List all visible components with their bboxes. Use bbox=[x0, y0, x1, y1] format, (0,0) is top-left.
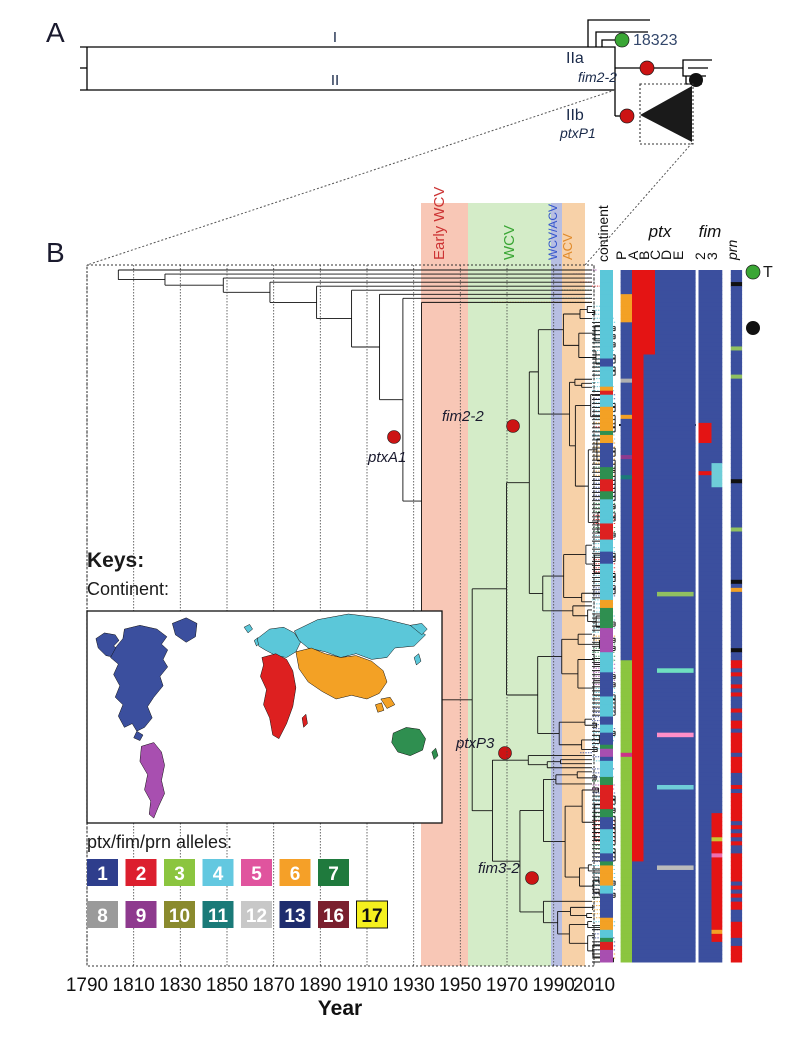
svg-text:1790: 1790 bbox=[66, 975, 108, 996]
svg-text:IIb: IIb bbox=[566, 107, 584, 124]
svg-text:1950: 1950 bbox=[439, 975, 481, 996]
svg-text:1830: 1830 bbox=[159, 975, 201, 996]
svg-text:II: II bbox=[331, 72, 339, 89]
svg-text:3: 3 bbox=[704, 252, 720, 260]
svg-text:ptxP3: ptxP3 bbox=[455, 735, 495, 752]
svg-text:1850: 1850 bbox=[206, 975, 248, 996]
svg-text:fim3-2: fim3-2 bbox=[478, 860, 520, 877]
svg-text:10: 10 bbox=[169, 906, 190, 927]
svg-text:1810: 1810 bbox=[113, 975, 155, 996]
svg-text:9: 9 bbox=[136, 906, 147, 927]
svg-text:7: 7 bbox=[328, 864, 339, 885]
svg-text:Year: Year bbox=[318, 997, 362, 1020]
svg-text:Keys:: Keys: bbox=[87, 549, 144, 572]
svg-text:WCV: WCV bbox=[501, 225, 518, 260]
svg-text:17: 17 bbox=[361, 906, 382, 927]
svg-text:11: 11 bbox=[208, 906, 229, 927]
svg-text:T: T bbox=[763, 264, 773, 281]
svg-text:prn: prn bbox=[724, 240, 740, 261]
svg-text:Early WCV: Early WCV bbox=[431, 187, 448, 260]
svg-text:fim: fim bbox=[699, 222, 722, 241]
svg-text:fim2-2: fim2-2 bbox=[578, 69, 617, 85]
svg-text:ptxA1: ptxA1 bbox=[367, 449, 406, 466]
svg-text:1990: 1990 bbox=[533, 975, 575, 996]
svg-text:fim2-2: fim2-2 bbox=[442, 408, 484, 425]
svg-text:13: 13 bbox=[284, 906, 305, 927]
svg-text:2010: 2010 bbox=[573, 975, 615, 996]
svg-text:2: 2 bbox=[136, 864, 147, 885]
svg-text:3: 3 bbox=[174, 864, 185, 885]
svg-text:E: E bbox=[670, 251, 686, 260]
svg-text:1870: 1870 bbox=[253, 975, 295, 996]
svg-text:1890: 1890 bbox=[299, 975, 341, 996]
svg-text:IIa: IIa bbox=[566, 50, 584, 67]
svg-text:16: 16 bbox=[323, 906, 344, 927]
svg-text:A: A bbox=[46, 17, 65, 48]
svg-text:1930: 1930 bbox=[393, 975, 435, 996]
svg-text:1970: 1970 bbox=[486, 975, 528, 996]
svg-text:8: 8 bbox=[97, 906, 108, 927]
svg-text:ACV: ACV bbox=[560, 233, 575, 260]
svg-text:B: B bbox=[46, 237, 65, 268]
svg-text:4: 4 bbox=[213, 864, 224, 885]
svg-text:WCV/ACV: WCV/ACV bbox=[546, 204, 560, 260]
svg-text:5: 5 bbox=[251, 864, 262, 885]
svg-text:1910: 1910 bbox=[346, 975, 388, 996]
svg-text:18323: 18323 bbox=[633, 32, 678, 49]
svg-text:I: I bbox=[333, 29, 337, 46]
svg-text:ptxP1: ptxP1 bbox=[559, 125, 596, 141]
svg-text:Continent:: Continent: bbox=[87, 579, 169, 599]
svg-text:ptx/fim/prn alleles:: ptx/fim/prn alleles: bbox=[87, 832, 232, 852]
svg-text:continent: continent bbox=[595, 205, 611, 262]
svg-text:12: 12 bbox=[246, 906, 267, 927]
svg-text:ptx: ptx bbox=[648, 222, 672, 241]
svg-text:1: 1 bbox=[97, 864, 108, 885]
svg-text:6: 6 bbox=[290, 864, 301, 885]
